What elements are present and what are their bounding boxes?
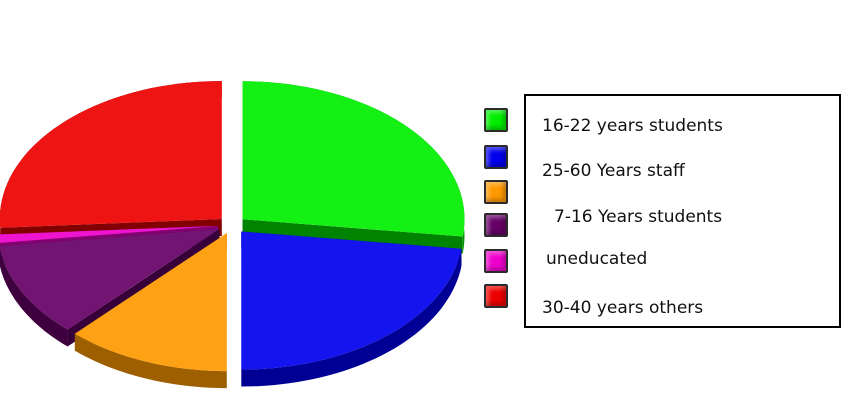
legend-label-uneducated: uneducated — [546, 249, 648, 269]
legend-swatch-uneducated — [484, 249, 508, 273]
pie-slice-unlabeled — [0, 228, 220, 347]
legend-swatch-unlabeled — [484, 213, 508, 237]
legend-swatch-30-40-others — [484, 284, 508, 308]
legend-swatch-16-22-students — [484, 108, 508, 132]
legend-label-30-40-others: 30-40 years others — [542, 298, 704, 318]
pie-slice-16-22-students — [242, 81, 465, 254]
legend-label-16-22-students: 16-22 years students — [542, 116, 723, 136]
legend-label-7-16-students: 7-16 Years students — [554, 207, 723, 227]
legend-swatch-7-16-students — [484, 180, 508, 204]
pie-slice-7-16-students — [74, 233, 227, 389]
legend-box: 16-22 years students 25-60 Years staff 7… — [524, 94, 841, 328]
pie-slice-25-60-staff — [241, 231, 462, 387]
pie-slice-30-40-others — [0, 81, 222, 245]
legend-swatch-25-60-staff — [484, 145, 508, 169]
pie-chart — [0, 81, 465, 389]
legend-label-25-60-staff: 25-60 Years staff — [542, 161, 685, 181]
